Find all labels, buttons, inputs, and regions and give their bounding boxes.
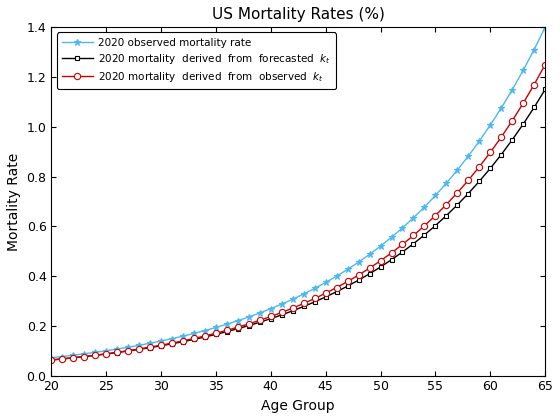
X-axis label: Age Group: Age Group bbox=[262, 399, 335, 413]
Legend: 2020 observed mortality rate, 2020 mortality  derived  from  forecasted  $k_t$, : 2020 observed mortality rate, 2020 morta… bbox=[57, 32, 337, 89]
Title: US Mortality Rates (%): US Mortality Rates (%) bbox=[212, 7, 385, 22]
Y-axis label: Mortality Rate: Mortality Rate bbox=[7, 152, 21, 251]
